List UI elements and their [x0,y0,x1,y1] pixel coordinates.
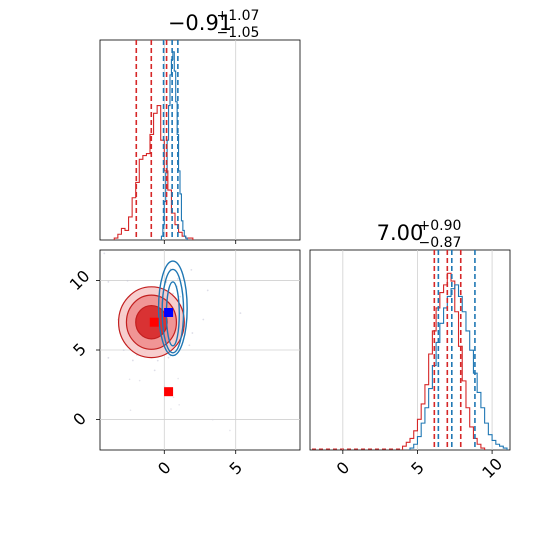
scatter-blue-contour-2 [157,260,188,357]
scatter-sample [190,268,193,271]
scatter-panel: 0 5 0 5 10 [66,243,301,479]
hist-y-xtick-label: 10 [478,454,506,482]
scatter-sample [107,280,110,283]
hist-x-title-sub: −1.05 [217,25,260,41]
hist-y-frame [309,249,511,451]
scatter-sample [179,295,182,298]
scatter-sample [191,332,194,334]
hist-x-title-sup: +1.07 [217,8,260,24]
hist-y-panel: 0 5 10 7.00 +0.90 −0.87 [309,218,511,482]
scatter-marker-1 [164,308,174,317]
scatter-sample [211,418,214,421]
scatter-sample [167,356,170,359]
scatter-sample [107,356,110,359]
scatter-sample [138,379,141,382]
hist-x-series-0 [113,105,194,240]
scatter-sample [128,378,131,381]
hist-x-series-1 [160,51,188,240]
scatter-sample [172,292,174,295]
hist-x-title: −0.91 [168,11,232,35]
scatter-xtick-label: 0 [154,458,175,479]
scatter-sample [177,377,179,380]
scatter-sample [239,312,242,314]
hist-y-title: 7.00 [377,221,424,245]
scatter-sample [188,344,191,347]
scatter-ytick-label: 0 [69,409,90,430]
scatter-ytick-label: 10 [66,266,94,294]
scatter-sample [206,289,209,292]
scatter-blue-contour-1 [161,268,185,354]
scatter-sample [163,385,166,388]
scatter-sample [126,279,129,282]
scatter-ytick-label: 5 [69,339,90,360]
scatter-sample [178,403,180,406]
hist-y-title-sup: +0.90 [419,218,462,234]
hist-y-xtick-label: 0 [333,458,354,479]
hist-y-series-0 [401,272,486,450]
hist-y-title-value: 7.00 [377,221,424,245]
scatter-sample [156,359,159,362]
scatter-marker-2 [164,387,174,397]
hist-y-xtick-label: 5 [407,458,428,479]
hist-x-panel: −0.91 +1.07 −1.05 [99,8,301,244]
scatter-sample [229,429,231,432]
hist-y-series-1 [409,284,508,450]
scatter-sample [129,409,132,412]
scatter-sample [202,318,205,321]
scatter-sample [122,349,125,352]
scatter-xtick-label: 5 [226,458,247,479]
hist-y-title-sub: −0.87 [419,235,462,251]
hist-x-title-value: −0.91 [168,11,232,35]
scatter-sample [131,359,134,362]
scatter-sample [176,278,179,280]
scatter-sample [139,243,141,245]
scatter-sample [103,252,106,255]
scatter-marker-0 [149,317,159,327]
scatter-sample [170,408,172,410]
scatter-sample [153,369,156,372]
hist-x-frame [99,39,301,241]
scatter-sample [172,396,175,399]
